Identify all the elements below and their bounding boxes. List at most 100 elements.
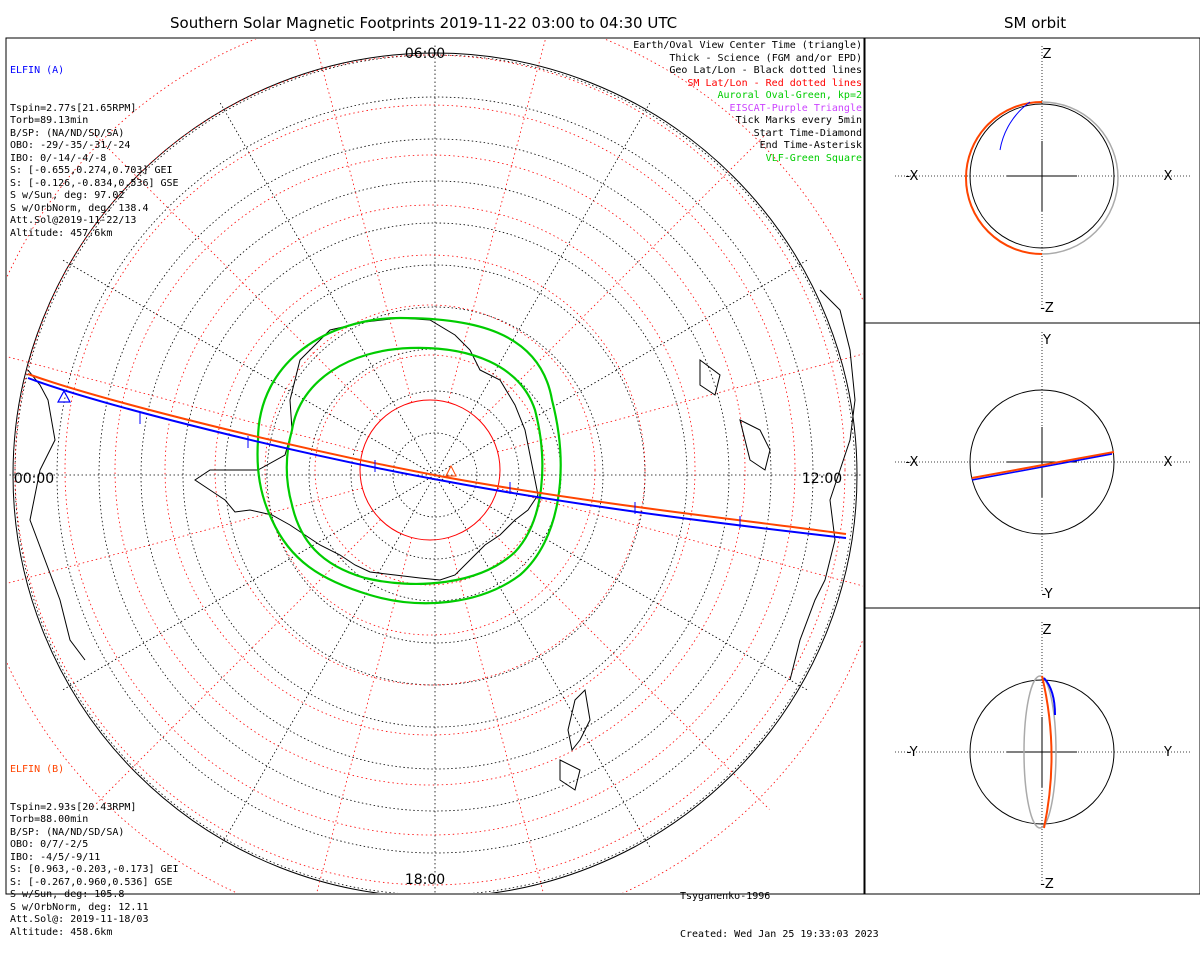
elfin-a-line: Altitude: 457.6km [10,227,113,239]
orbit-axis-label: X [1164,169,1173,184]
elfin-b-line: B/SP: (NA/ND/SD/SA) [10,826,125,838]
model-label: Tsyganenko-1996 [680,891,771,902]
legend-item: VLF-Green Square [765,152,862,164]
coastline [27,369,86,661]
sm-lat-circle [64,104,796,836]
elfin-b-line: S: [-0.267,0.960,0.536] GSE [10,876,173,888]
figure-canvas: 06:00 00:00 12:00 18:00 Z -Z -X X Y -Y -X X Z -… [5,37,1200,895]
orbit-axis-label: -X [906,455,919,470]
mlt-label-left: 00:00 [14,471,54,487]
legend-item: Start Time-Diamond [753,127,862,139]
globe-outline [12,52,858,893]
legend-item: Thick - Science (FGM and/or EPD) [669,52,862,64]
elfin-b-line: OBO: 0/7/-2/5 [10,839,89,850]
elfin-b-line: Torb=88.00min [10,814,89,825]
orbit-axis-label: Y [1042,333,1051,348]
orbit-title: SM orbit [1004,14,1067,32]
geo-lon-line [62,259,436,476]
auroral-oval-inner [285,346,544,586]
elfin-a-line: S: [-0.126,-0.834,0.536] GSE [10,177,179,189]
mlt-label-top: 06:00 [405,46,445,62]
orbit-axis-label: -Y [906,745,917,760]
legend-item: EISCAT-Purple Triangle [729,102,862,114]
elfin-a-track [27,377,847,539]
sm-lat-circle [264,304,596,636]
orbit-axis-label: Y [1163,745,1172,760]
orbit-a-line [971,453,1113,481]
created-label: Created: Wed Jan 25 19:33:03 2023 [680,928,879,940]
orbit-a-track [965,101,1043,255]
elfin-b-line: Altitude: 458.6km [10,926,113,938]
auroral-oval-outer [256,316,562,605]
view-center-triangle [56,389,72,403]
coastline [789,289,856,681]
geo-lat-circle [392,432,478,518]
elfin-b-line: S w/Sun, deg: 105.8 [10,889,125,900]
orbit-b-line [971,451,1115,479]
elfin-a-line: S w/OrbNorm, deg: 138.4 [10,202,149,214]
legend-item: SM Lat/Lon - Red dotted lines [687,77,862,89]
orbit-panel-xy: Y -Y -X X [895,332,1190,602]
elfin-a-name: ELFIN (A) [10,65,65,76]
sm-lon-line [447,537,544,893]
geo-lat-circle [56,96,814,854]
legend: Earth/Oval View Center Time (triangle) Th… [633,40,862,165]
orbit-panel-xz: Z -Z -X X [895,46,1190,316]
view-center-triangle [445,464,457,477]
coastline [194,317,539,581]
auroral-oval [256,316,562,605]
elfin-a-line: S: [-0.655,0.274,0.703] GEI [10,165,173,176]
elfin-a-line: IBO: 0/-14/-4/-8 [10,152,107,164]
orbit-a-track [1043,677,1056,716]
elfin-b-info: ELFIN (B) Tspin=2.93s[20.43RPM] Torb=88.0… [10,739,179,952]
polar-map [7,39,863,893]
orbit-axis-label: -Z [1040,877,1054,892]
legend-item: Auroral Oval-Green, kp=2 [717,90,863,101]
sm-lon-line [7,487,363,584]
elfin-a-line: OBO: -29/-35/-31/-24 [10,140,131,151]
coastline [739,419,771,471]
footer: Tsyganenko-1996 Created: Wed Jan 25 19:3… [680,866,879,954]
orbit-frame [864,37,1200,895]
geo-lon-line [434,474,808,691]
sm-lat-circle [114,154,746,786]
sm-lat-circle [314,354,546,586]
elfin-b-line: S: [0.963,-0.203,-0.173] GEI [10,864,179,875]
footprint-tracks [27,373,847,539]
sm-lon-line [316,537,413,893]
geo-lon-line [434,102,651,476]
orbit-b-track [1041,101,1119,255]
orbit-axis-label: Z [1043,47,1052,62]
geo-lon-line [219,474,436,848]
sm-lon-line [90,519,381,810]
geo-lon-line [434,259,808,476]
sm-lat-circle [14,54,846,886]
orbit-gray-ellipse [1023,675,1057,829]
elfin-b-track [27,373,847,535]
elfin-b-line: Tspin=2.93s[20.43RPM] [10,801,137,813]
elfin-a-line: Tspin=2.77s[21.65RPM] [10,102,137,114]
geo-lat-circle [140,180,730,770]
sm-lon-line [90,130,381,421]
sm-lat-circle [164,204,696,736]
legend-item: End Time-Asterisk [759,140,862,151]
elfin-a-line: B/SP: (NA/ND/SD/SA) [10,127,125,139]
sm-lon-line [314,39,413,403]
mlt-label-bottom: 18:00 [405,872,445,888]
elfin-b-line: Att.Sol@: 2019-11-18/03 [10,914,149,925]
sm-lon-line [479,519,770,810]
elfin-a-line: Torb=89.13min [10,115,89,126]
page-title: Southern Solar Magnetic Footprints 2019-… [170,14,678,32]
legend-item: Earth/Oval View Center Time (triangle) [633,40,862,51]
sm-pole-circle [359,399,501,541]
elfin-b-line: IBO: -4/5/-9/11 [10,851,101,863]
elfin-b-lines: Tspin=2.93s[20.43RPM] Torb=88.00min B/SP: … [10,802,179,940]
orbit-axis-label: -Z [1040,301,1054,316]
orbit-b-track [1041,675,1053,829]
legend-item: Geo Lat/Lon - Black dotted lines [669,65,862,76]
geo-lon-line [62,474,436,691]
geo-lon-line [434,474,651,848]
orbit-axis-label: -Y [1041,587,1052,602]
coastline [567,688,591,752]
geo-lon-line [219,102,436,476]
